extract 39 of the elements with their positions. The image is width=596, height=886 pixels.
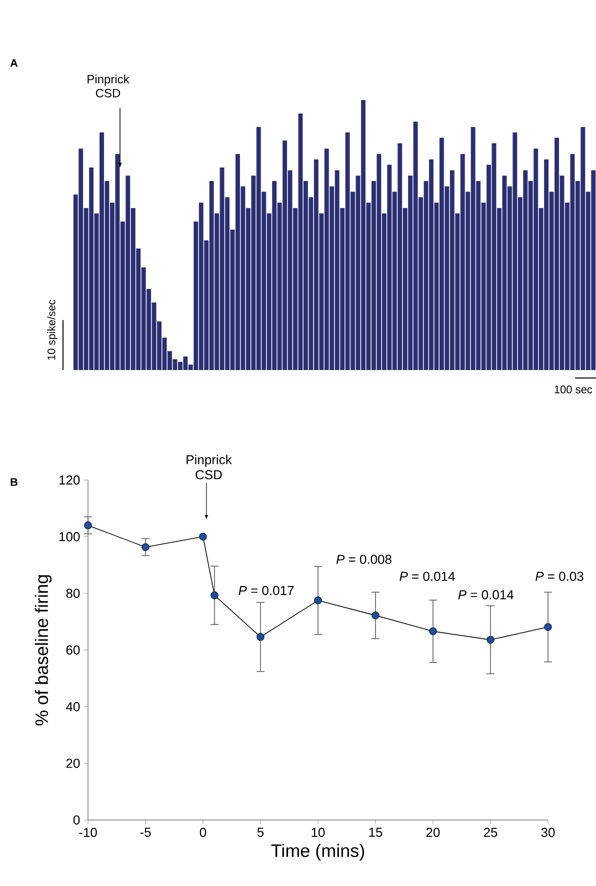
point — [544, 623, 552, 631]
text: 10 spike/sec — [47, 300, 58, 360]
point — [372, 612, 380, 620]
point — [199, 532, 207, 541]
text: 100 sec — [554, 386, 592, 394]
x-tick-label: -5 — [140, 828, 151, 837]
annotation: P = 0.03 — [536, 572, 584, 581]
x-tick-label: 15 — [369, 828, 382, 837]
x-tick-label: 0 — [200, 828, 206, 837]
text: B — [10, 478, 18, 486]
x-tick-label: 5 — [257, 828, 264, 837]
annotation: P = 0.008 — [336, 554, 392, 564]
annotation: P = 0.017 — [238, 586, 294, 596]
point — [429, 627, 437, 636]
text: A — [10, 59, 18, 67]
point — [314, 596, 322, 604]
x-tick-label: 20 — [426, 828, 440, 837]
x-tick-label: 25 — [484, 828, 498, 837]
y-tick-label: 60 — [66, 645, 80, 655]
x-tick-label: 10 — [312, 828, 325, 837]
y-axis-title: % of baseline firing — [34, 575, 52, 726]
x-tick-label: -10 — [79, 828, 97, 837]
y-tick-label: 120 — [59, 475, 80, 485]
point — [142, 543, 150, 552]
x-tick-label: 30 — [541, 828, 555, 837]
point — [210, 591, 218, 600]
y-tick-label: 20 — [66, 758, 80, 768]
y-tick-label: 0 — [73, 815, 80, 825]
text: Pinprick CSD — [186, 454, 232, 480]
y-tick-label: 80 — [66, 588, 80, 598]
point — [84, 521, 92, 530]
annotation: P = 0.014 — [400, 572, 455, 581]
annotation: P = 0.014 — [458, 590, 514, 600]
point — [256, 633, 264, 641]
y-tick-label: 100 — [59, 532, 80, 542]
text: Pinprick CSD — [88, 74, 130, 98]
y-tick-label: 40 — [66, 702, 80, 712]
x-axis-title: Time (mins) — [271, 844, 364, 861]
point — [486, 636, 494, 644]
